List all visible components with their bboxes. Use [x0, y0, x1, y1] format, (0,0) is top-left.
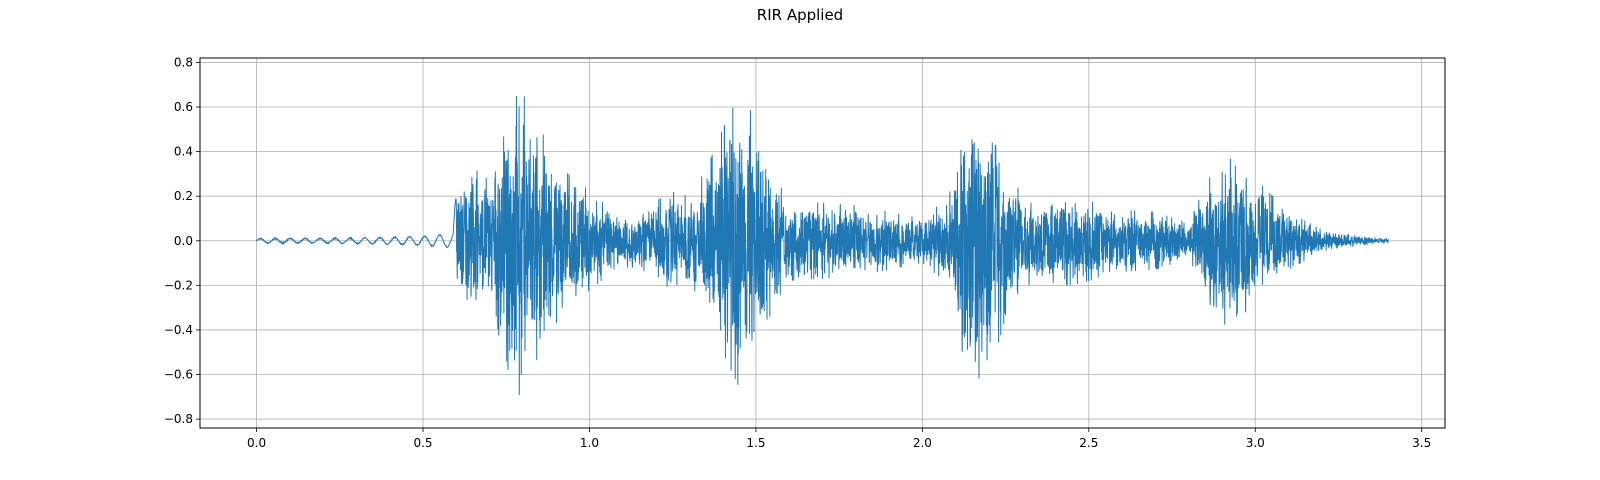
x-tick-label: 3.5: [1412, 436, 1431, 450]
x-axis: 0.0 0.5 1.0 1.5 2.0 2.5 3.0 3.5: [247, 428, 1431, 450]
x-tick-label: 2.0: [913, 436, 932, 450]
x-tick-label: 1.5: [746, 436, 765, 450]
chart-title: RIR Applied: [756, 6, 844, 24]
x-tick-label: 2.5: [1079, 436, 1098, 450]
y-tick-label: −0.4: [164, 323, 193, 337]
y-tick-label: 0.0: [174, 234, 193, 248]
axes-frame: [199, 57, 1446, 429]
x-tick-label: 0.0: [247, 436, 266, 450]
x-tick-label: 1.0: [580, 436, 599, 450]
waveform-line: [256, 96, 1389, 396]
y-axis: 0.8 0.6 0.4 0.2 0.0 −0.2 −0.4 −0.6 −0.8: [164, 55, 200, 426]
y-tick-label: −0.6: [164, 368, 193, 382]
y-tick-label: 0.4: [174, 145, 193, 159]
y-tick-label: 0.2: [174, 189, 193, 203]
y-tick-label: −0.2: [164, 278, 193, 292]
x-tick-label: 3.0: [1246, 436, 1265, 450]
x-tick-label: 0.5: [413, 436, 432, 450]
series-layer: [256, 96, 1389, 396]
y-tick-label: 0.8: [174, 55, 193, 69]
y-tick-label: 0.6: [174, 100, 193, 114]
y-tick-label: −0.8: [164, 412, 193, 426]
